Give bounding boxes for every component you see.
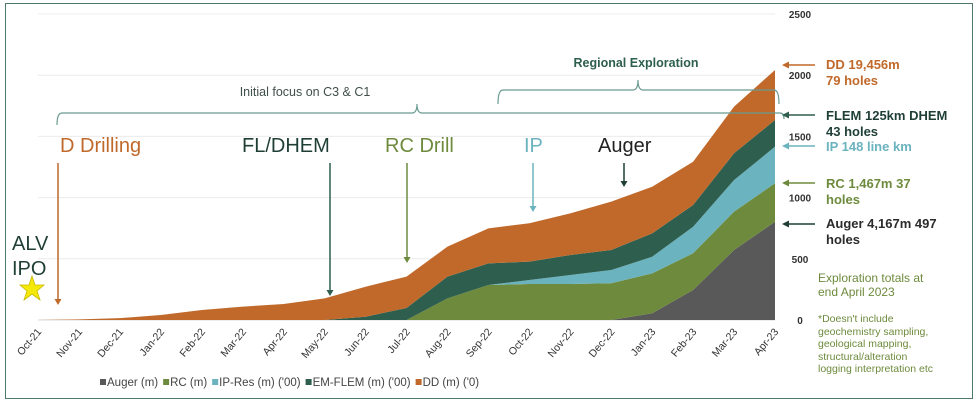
ipo-label-line1: ALV — [12, 233, 49, 255]
x-tick-label: Mar-23 — [710, 326, 741, 359]
auger-label: Auger — [598, 135, 652, 157]
area-ip-res-m — [38, 146, 775, 320]
area-auger-m — [38, 221, 775, 320]
rc-total-line1: RC 1,467m 37 — [826, 176, 911, 191]
ipo-label-line2: IPO — [12, 258, 46, 280]
flem-total: FLEM 125km DHEM 43 holes — [826, 108, 947, 140]
x-tick-label: Dec-22 — [587, 326, 618, 360]
x-tick-label: Sep-22 — [464, 326, 495, 360]
footnote-line4: structural/alteration — [818, 350, 908, 363]
x-tick-label: Jul-22 — [385, 326, 413, 356]
dd-total-line1: DD 19,456m — [826, 57, 900, 72]
x-tick-label: Feb-22 — [177, 326, 208, 359]
legend-swatch — [163, 379, 170, 385]
legend-swatch — [100, 379, 106, 385]
y-tick-label: 0 — [797, 316, 803, 327]
y-tick-label: 2000 — [789, 71, 812, 82]
legend-swatch — [415, 379, 422, 385]
legend-swatch — [305, 379, 312, 385]
flem-total-line1: FLEM 125km DHEM — [826, 108, 948, 123]
rc-drill-arrow-head — [403, 257, 411, 263]
y-tick-label: 2500 — [789, 10, 812, 21]
footnote-line5: logging interpretation etc — [818, 363, 933, 375]
regional-label: Regional Exploration — [573, 56, 698, 70]
x-tick-label: Nov-21 — [54, 326, 85, 360]
y-tick-label: 1500 — [789, 132, 812, 143]
x-tick-label: Aug-22 — [423, 326, 454, 360]
footnote-line3: geological mapping, — [818, 338, 912, 350]
x-tick-label: Jan-23 — [629, 326, 659, 358]
x-tick-label: Mar-22 — [218, 326, 249, 359]
auger-arrow-head — [620, 181, 628, 187]
summary-line1: Exploration totals at — [818, 271, 924, 285]
x-tick-label: Apr-23 — [752, 326, 782, 358]
x-tick-label: Dec-21 — [95, 326, 126, 360]
fl-dhem-arrow-head — [326, 290, 334, 296]
rc-drill-label: RC Drill — [385, 135, 454, 157]
rc-total-line2: holes — [826, 192, 860, 207]
auger-total-arrow-head — [782, 220, 789, 228]
initial-focus-label: Initial focus on C3 & C1 — [240, 85, 371, 99]
d-drilling-arrow-head — [54, 299, 62, 305]
d-drilling-label: D Drilling — [60, 135, 141, 157]
ip-arrow-head — [529, 206, 537, 212]
footnote-line2: geochemistry sampling, — [818, 325, 929, 338]
chart-frame — [5, 3, 973, 399]
footnote-line1: *Doesn't include — [818, 313, 894, 325]
x-tick-label: Feb-23 — [669, 326, 700, 359]
regional-brace — [497, 79, 780, 105]
x-tick-label: May-22 — [299, 326, 331, 361]
rc-total-arrow-head — [782, 179, 789, 187]
ip-total-line: IP 148 line km — [826, 139, 912, 154]
dd-total-line2: 79 holes — [826, 73, 879, 88]
x-tick-label: Nov-22 — [546, 326, 577, 360]
auger-total-line2: holes — [826, 232, 860, 247]
initial-focus-brace — [56, 103, 785, 126]
fl-dhem-label: FL/DHEM — [242, 135, 330, 157]
x-tick-label: Apr-22 — [261, 326, 291, 358]
ip-label: IP — [524, 135, 543, 157]
legend-swatch — [212, 379, 219, 385]
area-rc-m — [38, 183, 775, 320]
ip-total: IP 148 line km — [826, 139, 912, 155]
star-icon — [18, 274, 46, 302]
legend-label: EM-FLEM (m) ('00) — [313, 377, 411, 389]
x-tick-label: Oct-21 — [15, 326, 45, 358]
flem-total-arrow-head — [782, 111, 789, 119]
ip-total-arrow-head — [782, 142, 789, 150]
area-em-flem-m — [38, 119, 775, 320]
dd-total: DD 19,456m 79 holes — [826, 57, 900, 89]
rc-total: RC 1,467m 37 holes — [826, 176, 911, 208]
summary-note: Exploration totals at end April 2023 — [818, 271, 923, 299]
x-tick-label: Jun-22 — [342, 326, 372, 358]
y-tick-label: 1000 — [789, 194, 812, 205]
x-tick-label: Oct-22 — [506, 326, 536, 358]
auger-total: Auger 4,167m 497 holes — [826, 216, 937, 248]
footnote: *Doesn't include geochemistry sampling, … — [818, 313, 933, 376]
legend-label: DD (m) ('0) — [423, 377, 480, 389]
x-tick-label: Jan-22 — [137, 326, 167, 358]
flem-total-line2: 43 holes — [826, 124, 879, 139]
dd-total-arrow-head — [782, 61, 789, 69]
y-tick-label: 500 — [792, 255, 809, 266]
legend-label: IP-Res (m) ('00) — [219, 377, 301, 389]
legend-label: Auger (m) — [107, 377, 158, 389]
summary-line2: end April 2023 — [818, 285, 895, 299]
auger-total-line1: Auger 4,167m 497 — [826, 216, 937, 231]
legend-label: RC (m) — [170, 377, 207, 389]
